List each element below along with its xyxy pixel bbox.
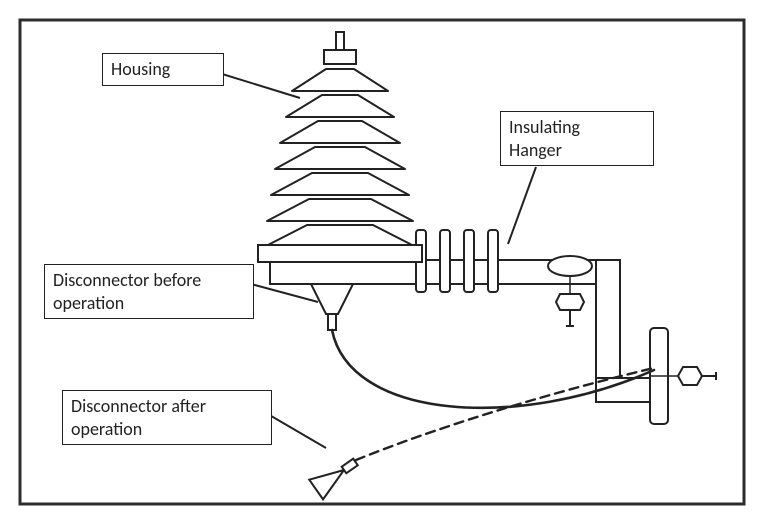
label-insulating-hanger: Insulating Hanger (500, 111, 654, 166)
label-disconnector-before: Disconnector before operation (44, 264, 254, 319)
label-disconnector-after: Disconnector after operation (62, 390, 272, 445)
label-housing: Housing (102, 53, 224, 86)
